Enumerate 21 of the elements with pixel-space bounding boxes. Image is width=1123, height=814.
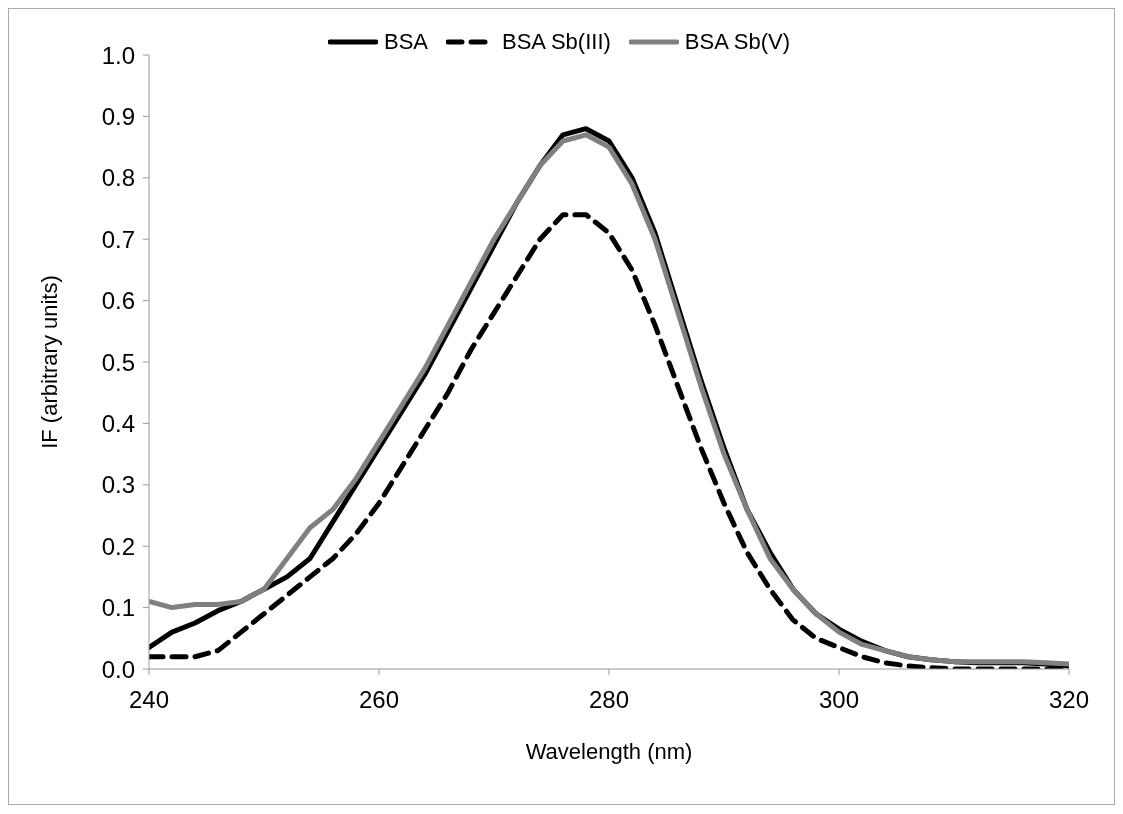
x-tick-label: 300 bbox=[818, 686, 860, 714]
y-tick-label: 0.6 bbox=[101, 287, 135, 315]
y-axis-title: IF (arbitrary units) bbox=[36, 275, 62, 449]
y-tick-label: 0.7 bbox=[101, 225, 135, 253]
x-axis-title: Wavelength (nm) bbox=[525, 739, 693, 764]
y-tick-label: 0.2 bbox=[101, 532, 135, 560]
y-tick-label: 0.4 bbox=[101, 409, 135, 437]
y-tick-label: 0.0 bbox=[101, 655, 135, 683]
y-tick-label: 0.3 bbox=[101, 471, 135, 499]
y-tick-label: 0.1 bbox=[101, 594, 135, 622]
x-tick-label: 320 bbox=[1048, 686, 1090, 714]
x-tick-label: 280 bbox=[588, 686, 630, 714]
y-tick-label: 0.5 bbox=[101, 348, 135, 376]
y-tick-label: 0.9 bbox=[101, 102, 135, 130]
y-tick-label: 1.0 bbox=[101, 41, 135, 69]
x-tick-label: 240 bbox=[128, 686, 170, 714]
legend-label: BSA Sb(V) bbox=[684, 29, 790, 55]
legend-label: BSA Sb(III) bbox=[502, 29, 611, 55]
y-tick-label: 0.8 bbox=[101, 164, 135, 192]
legend-label: BSA bbox=[383, 29, 429, 55]
x-tick-label: 260 bbox=[358, 686, 400, 714]
